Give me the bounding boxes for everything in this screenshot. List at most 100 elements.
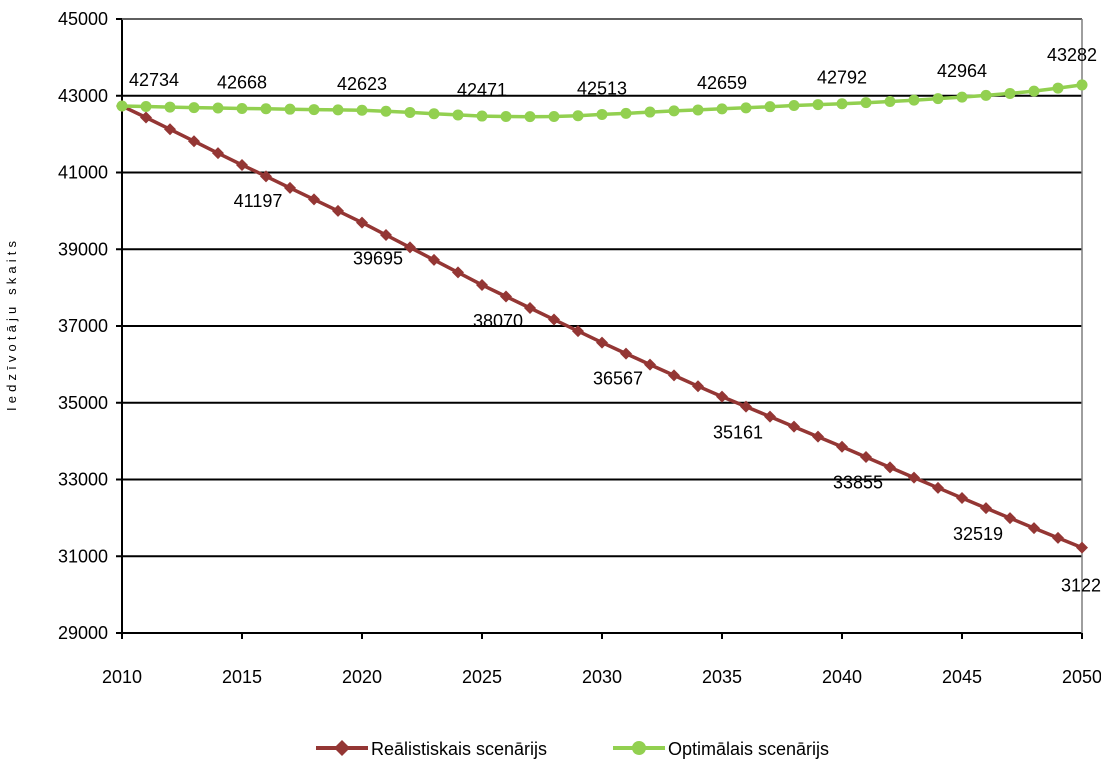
data-point <box>1004 512 1016 525</box>
data-point <box>836 440 848 453</box>
data-point <box>668 105 680 117</box>
data-point <box>356 216 368 229</box>
data-point <box>620 347 632 360</box>
data-point <box>548 313 560 326</box>
data-point <box>764 410 776 423</box>
data-point <box>476 110 488 122</box>
data-point <box>140 100 152 112</box>
data-point <box>428 108 440 120</box>
legend-label-0: Reālistiskais scenārijs <box>371 739 547 759</box>
legend-marker <box>632 741 646 755</box>
data-point <box>740 400 752 413</box>
data-point <box>380 105 392 117</box>
data-point <box>140 111 152 124</box>
data-label: 42964 <box>937 61 987 81</box>
data-point <box>956 91 968 103</box>
y-tick-label: 31000 <box>58 546 108 566</box>
data-point <box>764 101 776 113</box>
data-point <box>260 170 272 183</box>
data-point <box>212 147 224 160</box>
data-point <box>116 100 128 112</box>
data-point <box>572 325 584 338</box>
data-point <box>164 123 176 136</box>
data-point <box>956 491 968 504</box>
data-point <box>332 204 344 217</box>
data-point <box>980 502 992 515</box>
x-tick-label: 2040 <box>822 667 862 687</box>
data-point <box>788 420 800 433</box>
data-point <box>524 111 536 123</box>
x-tick-label: 2020 <box>342 667 382 687</box>
data-label: 33855 <box>833 473 883 493</box>
y-tick-label: 35000 <box>58 393 108 413</box>
x-tick-label: 2030 <box>582 667 622 687</box>
y-axis-label: Iedzīvotāju skaits <box>4 241 19 412</box>
data-point <box>1076 541 1088 554</box>
data-point <box>980 89 992 101</box>
data-point <box>620 107 632 119</box>
data-point <box>644 106 656 118</box>
data-point <box>188 135 200 148</box>
data-label: 42792 <box>817 68 867 88</box>
data-label: 42471 <box>457 80 507 100</box>
data-point <box>236 158 248 171</box>
grid-lines <box>122 18 1082 558</box>
data-point <box>668 369 680 382</box>
data-point <box>452 266 464 279</box>
data-point <box>932 481 944 494</box>
data-point <box>860 451 872 464</box>
data-point <box>908 94 920 106</box>
data-point <box>884 96 896 108</box>
series-lines <box>116 79 1088 554</box>
data-point <box>1052 531 1064 544</box>
data-label: 43282 <box>1047 45 1097 65</box>
data-point <box>644 358 656 371</box>
y-tick-labels: 29000 31000 33000 35000 37000 39000 41000 43000… <box>58 9 122 643</box>
x-tick-label: 2035 <box>702 667 742 687</box>
data-point <box>284 181 296 194</box>
legend: Reālistiskais scenārijs Optimālais scenār… <box>316 739 829 759</box>
legend-marker <box>334 740 350 756</box>
data-label: 42734 <box>129 70 179 90</box>
y-tick-label: 45000 <box>58 9 108 29</box>
data-point <box>356 104 368 116</box>
data-label: 42623 <box>337 74 387 94</box>
x-tick-labels: 2010 2015 2020 2025 2030 2035 2040 2045 2050 <box>102 633 1101 687</box>
data-label: 38070 <box>473 311 523 331</box>
data-label: 31226 <box>1061 576 1101 596</box>
data-label: 42659 <box>697 73 747 93</box>
x-tick-label: 2010 <box>102 667 142 687</box>
data-label: 42668 <box>217 72 267 92</box>
data-point <box>164 101 176 113</box>
data-point <box>308 193 320 206</box>
data-point <box>1076 79 1088 91</box>
data-point <box>404 106 416 118</box>
data-point <box>740 102 752 114</box>
data-label: 42513 <box>577 78 627 98</box>
data-point <box>692 104 704 116</box>
data-label: 41197 <box>234 191 283 211</box>
y-tick-label: 37000 <box>58 316 108 336</box>
data-point <box>716 390 728 403</box>
data-point <box>500 110 512 122</box>
data-point <box>716 103 728 115</box>
y-tick-label: 43000 <box>58 86 108 106</box>
data-point <box>260 103 272 115</box>
y-tick-label: 39000 <box>58 239 108 259</box>
data-point <box>548 110 560 122</box>
data-point <box>596 336 608 349</box>
data-point <box>836 98 848 110</box>
data-labels: 42734 41197 39695 38070 36567 35161 33855 32519… <box>129 45 1101 596</box>
x-tick-label: 2045 <box>942 667 982 687</box>
data-point <box>788 100 800 112</box>
data-point <box>476 278 488 291</box>
data-point <box>860 97 872 109</box>
data-point <box>1028 85 1040 97</box>
data-label: 35161 <box>713 423 763 443</box>
data-point <box>332 104 344 116</box>
data-point <box>692 380 704 393</box>
x-tick-label: 2025 <box>462 667 502 687</box>
axes <box>117 18 1083 638</box>
data-point <box>236 102 248 114</box>
